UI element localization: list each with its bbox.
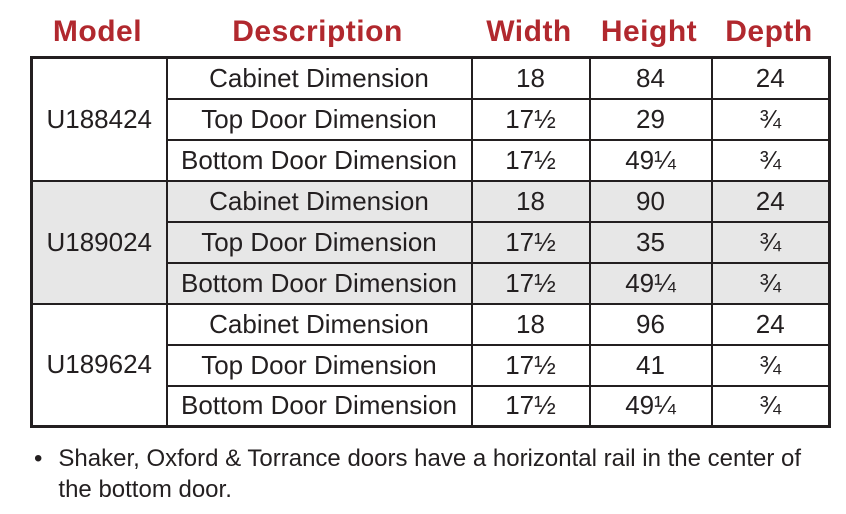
header-height: Height (600, 15, 698, 48)
height-cell: 49¼ (588, 138, 713, 182)
height-cell: 90 (588, 179, 713, 223)
model-cell: U188424 (30, 56, 168, 182)
description-cell: Bottom Door Dimension (165, 384, 473, 428)
width-cell: 17½ (470, 220, 591, 264)
header-depth: Depth (725, 15, 813, 48)
depth-cell: 24 (710, 179, 831, 223)
model-cell: U189624 (30, 302, 168, 428)
header-description: Description (232, 15, 403, 48)
table-row: Top Door Dimension 17½ 41 ¾ (32, 343, 831, 387)
footnote: • Shaker, Oxford & Torrance doors have a… (34, 444, 826, 505)
header-model: Model (52, 15, 143, 48)
table-row: Bottom Door Dimension 17½ 49¼ ¾ (32, 261, 831, 305)
header-width: Width (486, 15, 572, 48)
depth-cell: ¾ (710, 220, 831, 264)
table-row: Top Door Dimension 17½ 29 ¾ (32, 97, 831, 141)
description-cell: Cabinet Dimension (165, 179, 473, 223)
width-cell: 18 (470, 56, 591, 100)
table-row: Top Door Dimension 17½ 35 ¾ (32, 220, 831, 264)
height-cell: 35 (588, 220, 713, 264)
table-row: Bottom Door Dimension 17½ 49¼ ¾ (32, 138, 831, 182)
depth-cell: ¾ (710, 343, 831, 387)
height-cell: 84 (588, 56, 713, 100)
dimensions-table: U188424 Cabinet Dimension 18 84 24 Top D… (30, 56, 831, 428)
description-cell: Cabinet Dimension (165, 302, 473, 346)
height-cell: 49¼ (588, 261, 713, 305)
depth-cell: ¾ (710, 97, 831, 141)
height-cell: 41 (588, 343, 713, 387)
table-header-row: Model Description Width Height Depth (30, 8, 828, 56)
description-cell: Bottom Door Dimension (165, 261, 473, 305)
footnote-text: Shaker, Oxford & Torrance doors have a h… (58, 445, 802, 503)
width-cell: 17½ (470, 97, 591, 141)
height-cell: 49¼ (588, 384, 713, 428)
bullet-icon: • (34, 445, 43, 472)
depth-cell: ¾ (710, 138, 831, 182)
height-cell: 96 (588, 302, 713, 346)
width-cell: 17½ (470, 384, 591, 428)
description-cell: Top Door Dimension (165, 343, 473, 387)
description-cell: Top Door Dimension (165, 97, 473, 141)
description-cell: Bottom Door Dimension (165, 138, 473, 182)
width-cell: 17½ (470, 343, 591, 387)
table-row: Bottom Door Dimension 17½ 49¼ ¾ (32, 384, 831, 428)
model-cell: U189024 (30, 179, 168, 305)
table-row: U189624 Cabinet Dimension 18 96 24 (30, 302, 831, 428)
depth-cell: ¾ (710, 261, 831, 305)
depth-cell: 24 (710, 56, 831, 100)
height-cell: 29 (588, 97, 713, 141)
width-cell: 18 (470, 302, 591, 346)
width-cell: 18 (470, 179, 591, 223)
depth-cell: 24 (710, 302, 831, 346)
width-cell: 17½ (470, 138, 591, 182)
width-cell: 17½ (470, 261, 591, 305)
depth-cell: ¾ (710, 384, 831, 428)
table-row: U189024 Cabinet Dimension 18 90 24 (30, 179, 831, 305)
table-row: U188424 Cabinet Dimension 18 84 24 (30, 56, 831, 182)
description-cell: Cabinet Dimension (165, 56, 473, 100)
description-cell: Top Door Dimension (165, 220, 473, 264)
